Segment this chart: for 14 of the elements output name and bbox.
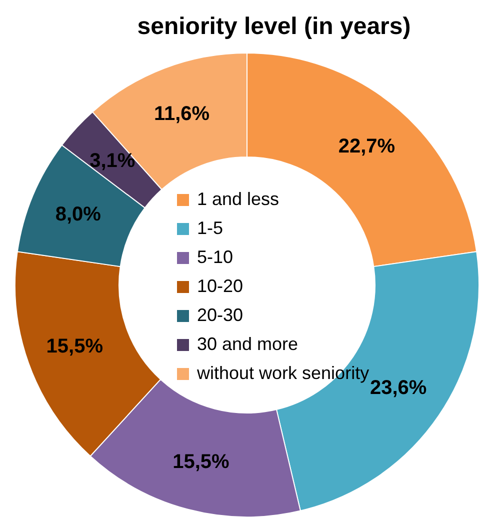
legend-label: 1-5 xyxy=(197,218,224,238)
legend-label: 20-30 xyxy=(197,305,244,325)
data-label: 22,7% xyxy=(338,136,396,158)
data-label: 11,6% xyxy=(154,103,210,126)
data-label: 15,5% xyxy=(46,335,104,358)
legend-label: 5-10 xyxy=(197,247,234,267)
legend-label: 10-20 xyxy=(197,276,244,296)
legend-label: 1 and less xyxy=(197,189,280,209)
data-label: 23,6% xyxy=(370,376,427,399)
data-label: 8,0% xyxy=(55,203,102,226)
legend-label: 30 and more xyxy=(197,334,298,354)
chart-title: seniority level (in years) xyxy=(137,13,411,40)
data-label: 3,1% xyxy=(90,150,136,172)
data-label: 15,5% xyxy=(172,451,230,474)
